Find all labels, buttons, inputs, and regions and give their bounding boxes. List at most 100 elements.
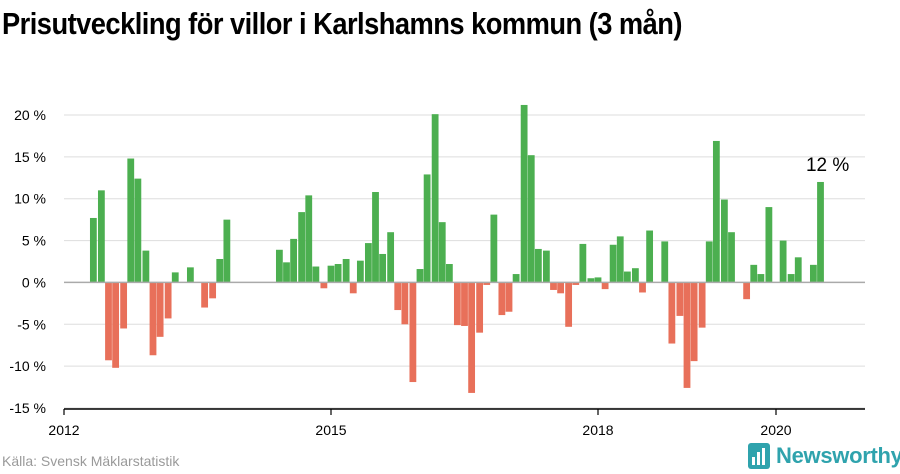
bar	[372, 192, 379, 283]
bar	[520, 104, 528, 283]
bar	[557, 282, 565, 294]
bar	[616, 236, 624, 283]
bar	[779, 240, 787, 283]
x-tick-label: 2018	[582, 422, 613, 438]
bar	[156, 282, 164, 337]
bar	[794, 257, 802, 283]
bar	[809, 264, 817, 283]
brand-name: Newsworthy	[776, 443, 900, 468]
bar	[639, 282, 646, 293]
bar	[550, 282, 557, 290]
bar	[394, 282, 402, 311]
bar	[587, 278, 595, 283]
bar	[534, 248, 542, 283]
bar	[349, 282, 357, 294]
last-value-annotation: 12 %	[806, 155, 849, 176]
y-tick-label: 5 %	[22, 233, 46, 249]
bar	[401, 282, 409, 325]
bar	[498, 282, 506, 316]
bar	[512, 274, 520, 283]
bar	[320, 282, 328, 289]
y-tick-label: -15 %	[9, 400, 46, 416]
bar	[461, 282, 468, 326]
bar	[387, 232, 395, 283]
bar	[283, 262, 290, 283]
bar	[149, 282, 157, 356]
x-tick-label: 2012	[48, 422, 79, 438]
bar	[438, 222, 446, 283]
bar	[223, 219, 231, 283]
bar	[527, 155, 535, 283]
bar	[565, 282, 573, 327]
newsworthy-logo-icon	[748, 443, 770, 469]
bar	[423, 174, 431, 283]
bar	[379, 253, 387, 283]
x-tick-label: 2020	[760, 422, 791, 438]
bar	[445, 264, 453, 283]
bar	[817, 181, 824, 283]
bar	[89, 217, 97, 283]
x-tick-label: 2015	[315, 422, 346, 438]
bar	[743, 282, 751, 300]
bar	[298, 212, 306, 283]
bar	[594, 277, 602, 283]
bar	[127, 158, 135, 283]
bar	[164, 282, 172, 319]
bar	[364, 243, 372, 283]
bar	[476, 282, 484, 333]
bar	[312, 266, 320, 283]
bar	[698, 282, 706, 328]
bar	[431, 114, 439, 283]
bar	[186, 267, 194, 283]
bar	[601, 282, 609, 290]
bar	[275, 249, 283, 283]
bar	[209, 282, 217, 299]
bar	[327, 265, 335, 283]
bar	[216, 258, 224, 283]
bar	[668, 282, 676, 344]
bar	[728, 232, 735, 283]
bar	[483, 282, 491, 285]
bar	[646, 230, 654, 283]
bar	[490, 214, 498, 283]
y-tick-label: 20 %	[14, 107, 46, 123]
y-tick-label: 10 %	[14, 191, 46, 207]
bar	[305, 195, 313, 283]
bar	[142, 250, 150, 283]
bar	[609, 244, 617, 283]
chart-title: Prisutveckling för villor i Karlshamns k…	[2, 6, 682, 41]
y-tick-label: 0 %	[22, 274, 46, 290]
bar	[623, 271, 631, 283]
bar	[720, 199, 728, 283]
bar	[705, 241, 713, 283]
y-tick-label: 15 %	[14, 149, 46, 165]
bar	[120, 282, 128, 329]
bar	[201, 282, 209, 308]
bar	[409, 282, 417, 383]
bar	[468, 282, 476, 393]
bar	[134, 178, 142, 283]
bar	[356, 260, 364, 283]
bar	[787, 274, 795, 283]
source-note: Källa: Svensk Mäklarstatistik	[2, 453, 180, 469]
bar	[171, 272, 179, 283]
bar	[661, 241, 669, 283]
bar	[765, 207, 773, 283]
bar	[112, 282, 120, 368]
bar	[750, 264, 758, 283]
bar	[676, 282, 684, 316]
bar	[572, 282, 580, 285]
bar	[105, 282, 112, 361]
bar	[453, 282, 461, 326]
bar	[579, 243, 587, 283]
bar	[683, 282, 691, 388]
brand-logo: Newsworthy	[748, 441, 900, 471]
bar	[416, 269, 424, 283]
bar	[334, 264, 342, 283]
bar	[631, 268, 639, 283]
bar	[542, 250, 550, 283]
bar	[505, 282, 513, 312]
bar	[757, 274, 765, 283]
y-tick-label: -10 %	[9, 358, 46, 374]
